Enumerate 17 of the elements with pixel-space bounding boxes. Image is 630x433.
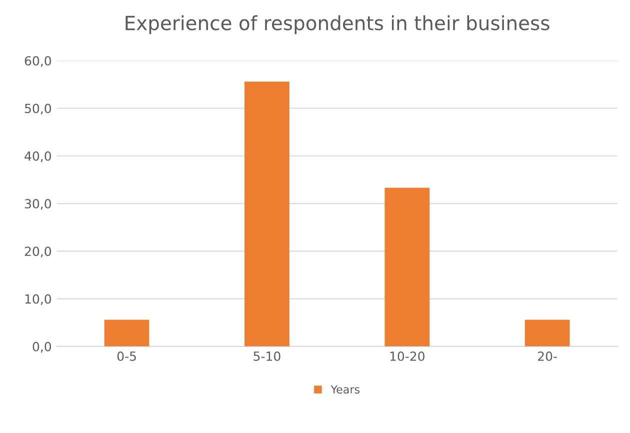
y-tick-label: 20,0 [24,246,52,258]
y-tick-label: 50,0 [24,104,52,114]
y-tick-label: 60,0 [24,56,52,67]
bar [244,82,290,346]
y-tick-label: 30,0 [24,198,52,210]
y-tick-label: 0,0 [32,342,52,353]
x-tick-label: 0-5 [117,351,136,361]
y-tick-label: 40,0 [24,151,52,162]
bar [524,320,570,346]
chart-title: Experience of respondents in their business [126,15,550,34]
x-tick-label: 5-10 [254,351,280,361]
bar [104,320,150,346]
bar [384,188,430,346]
x-tick-label: 20- [538,351,557,361]
legend-label: Years [330,385,360,394]
y-tick-label: 10,0 [25,294,52,305]
x-tick-label: 10-20 [390,351,424,361]
